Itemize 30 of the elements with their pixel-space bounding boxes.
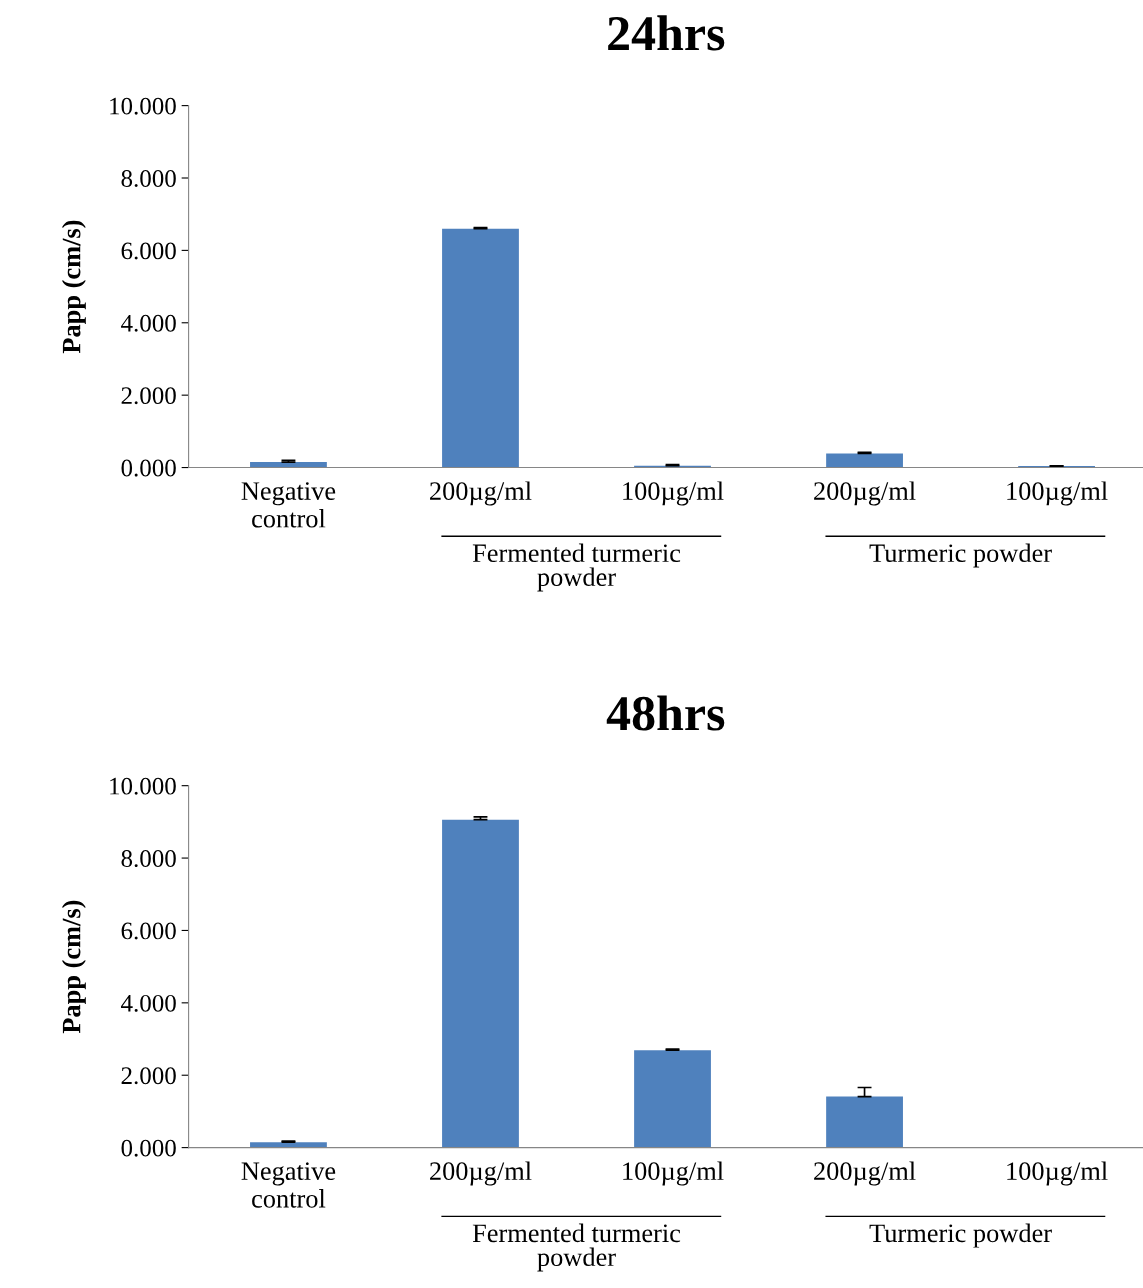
- y-tick-label: 8.000: [121, 850, 176, 868]
- y-tick-label: 6.000: [121, 242, 176, 260]
- chart-title: 24hrs: [608, 15, 725, 51]
- x-tick-label: 100µg/ml: [1007, 481, 1108, 506]
- x-tick-label: 200µg/ml: [814, 481, 916, 506]
- y-tick-label: 2.000: [121, 1067, 176, 1085]
- text: Fermented turmeric powder: [472, 543, 681, 592]
- y-tick-label: 4.000: [121, 314, 176, 332]
- x-tick-label: 200µg/ml: [430, 481, 532, 506]
- x-tick-label: 100µg/ml: [623, 1161, 724, 1186]
- x-tick-label: 100µg/ml: [1007, 1161, 1108, 1186]
- chart-title: 48hrs: [606, 695, 725, 731]
- x-tick-label: 200µg/ml: [814, 1161, 916, 1186]
- y-tick-label: 6.000: [121, 922, 176, 940]
- x-tick-label: Negative control: [241, 1162, 336, 1208]
- y-tick-label: 2.000: [121, 387, 176, 405]
- y-tick-label: 10.000: [110, 97, 176, 115]
- y-tick-label: 8.000: [121, 170, 176, 188]
- text: Turmeric powder: [869, 1223, 1052, 1248]
- text: Turmeric powder: [869, 543, 1052, 568]
- x-tick-label: 200µg/ml: [430, 1161, 532, 1186]
- y-tick-label: 4.000: [121, 994, 176, 1012]
- y-tick-label: 0.000: [121, 1139, 176, 1157]
- x-tick-label: Negative control: [241, 482, 336, 528]
- y-axis-title: Papp (cm/s): [61, 900, 86, 1034]
- text: Fermented turmeric powder: [472, 1223, 681, 1272]
- y-axis-title: Papp (cm/s): [61, 220, 86, 354]
- x-tick-label: 100µg/ml: [623, 481, 724, 506]
- y-tick-label: 10.000: [110, 777, 176, 795]
- y-tick-label: 0.000: [121, 459, 176, 477]
